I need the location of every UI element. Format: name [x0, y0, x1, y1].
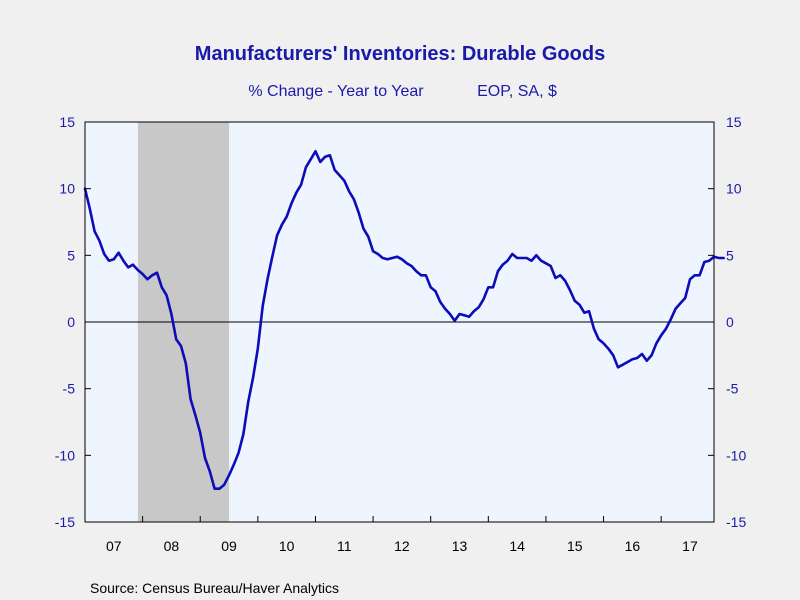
y-tick-label-left: 15 — [59, 114, 75, 130]
y-tick-label-right: -5 — [726, 381, 739, 397]
y-tick-label-left: -15 — [55, 514, 75, 530]
x-axis: 07 08 09 10 11 12 13 14 15 16 17 — [84, 516, 698, 554]
x-tick-label: 08 — [164, 538, 180, 554]
y-tick-label-right: -10 — [726, 447, 746, 463]
y-tick-label-right: 5 — [726, 247, 734, 263]
x-tick-label: 09 — [221, 538, 237, 554]
x-tick-label: 17 — [682, 538, 698, 554]
x-tick-label: 11 — [337, 538, 352, 554]
y-tick-label-right: -15 — [726, 514, 746, 530]
y-tick-label-left: 10 — [59, 181, 75, 197]
chart-units: EOP, SA, $ — [477, 83, 557, 100]
y-tick-label-left: 5 — [67, 247, 75, 263]
y-tick-label-right: 0 — [726, 314, 734, 330]
x-tick-label: 16 — [625, 538, 641, 554]
y-tick-label-left: 0 — [67, 314, 75, 330]
chart-subtitle: % Change - Year to Year — [248, 83, 424, 100]
y-tick-label-left: -5 — [63, 381, 76, 397]
y-axis-right: 15 10 5 0 -5 -10 -15 — [708, 114, 746, 530]
x-tick-label: 13 — [452, 538, 468, 554]
x-tick-label: 10 — [279, 538, 295, 554]
plot-frame — [84, 121, 715, 523]
y-tick-label-left: -10 — [55, 447, 75, 463]
series-line — [83, 150, 725, 491]
y-tick-label-right: 15 — [726, 114, 742, 130]
x-tick-label: 15 — [567, 538, 583, 554]
y-tick-label-right: 10 — [726, 181, 742, 197]
x-tick-label: 12 — [394, 538, 410, 554]
y-axis-left: 15 10 5 0 -5 -10 -15 — [55, 114, 91, 530]
x-tick-label: 14 — [509, 538, 525, 554]
x-tick-label: 07 — [106, 538, 122, 554]
source-note: Source: Census Bureau/Haver Analytics — [90, 580, 339, 596]
chart-title: Manufacturers' Inventories: Durable Good… — [195, 43, 605, 65]
